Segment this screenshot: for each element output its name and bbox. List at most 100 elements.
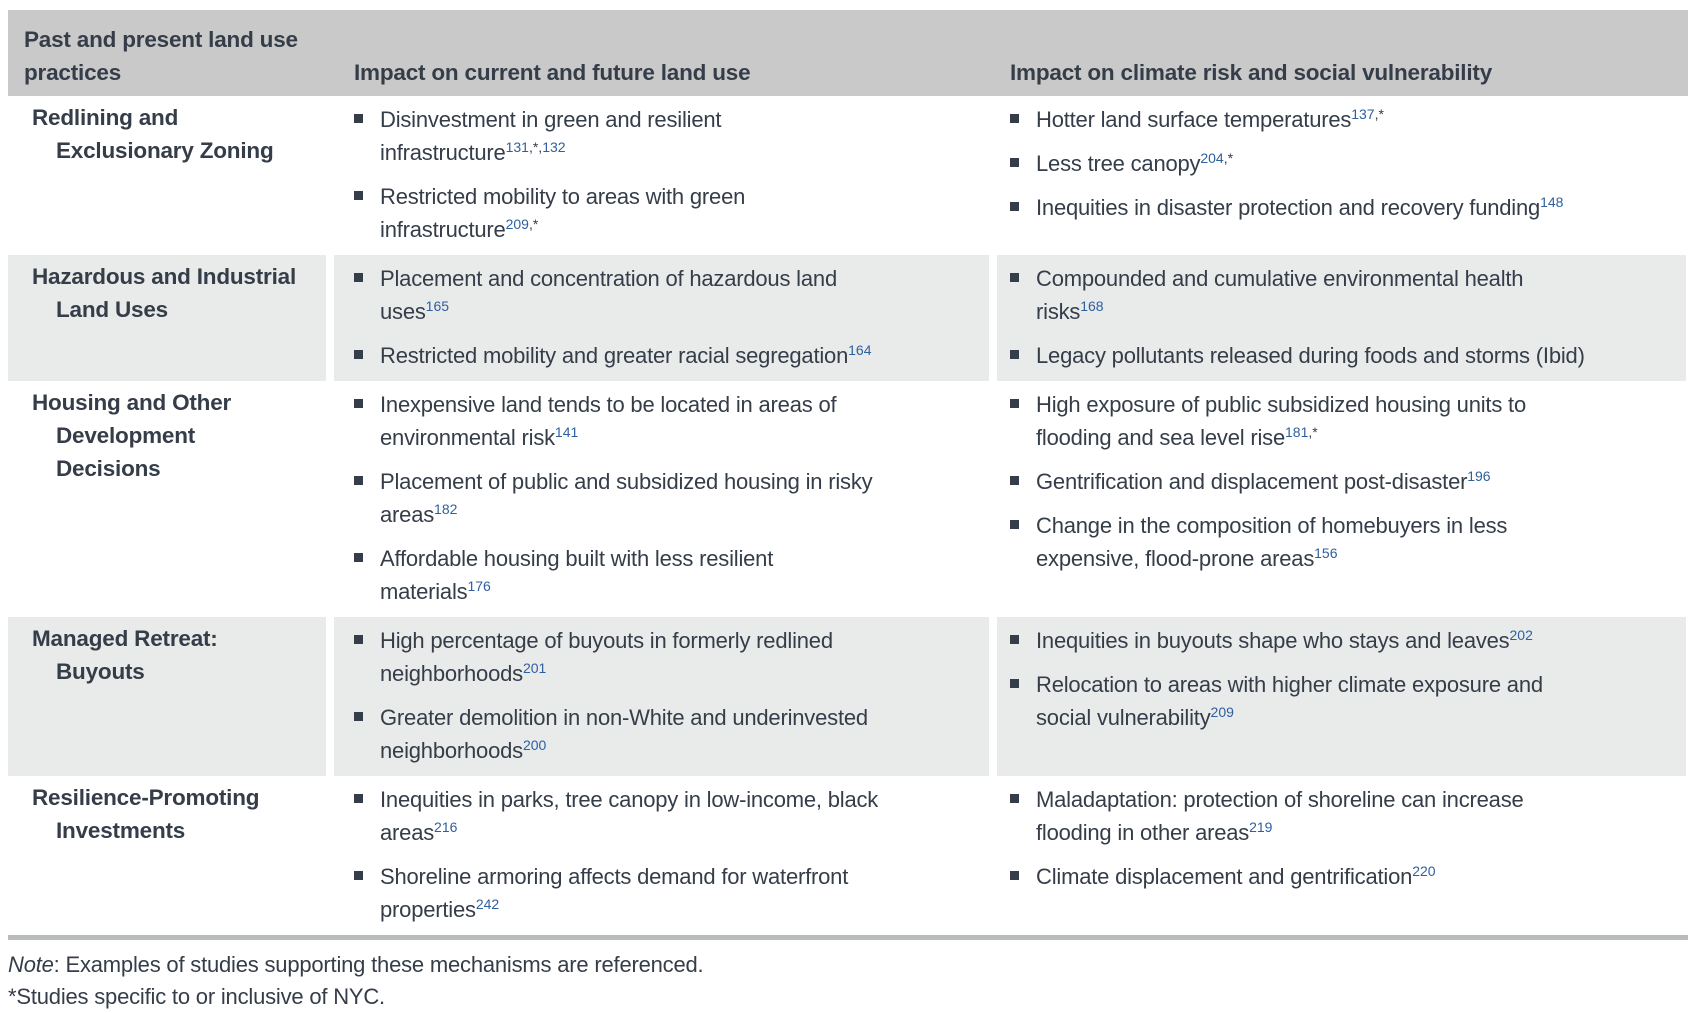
- column-gutter: [989, 381, 997, 617]
- column-gutter: [989, 255, 997, 381]
- citation-ref[interactable]: 141: [554, 424, 579, 440]
- citation-separator: ,*: [1374, 106, 1384, 122]
- impact-text-block: Restricted mobility and greater racial s…: [380, 339, 871, 375]
- impact-item: Greater demolition in non-White and unde…: [354, 701, 973, 770]
- impact-text-block: Disinvestment in green and resilient inf…: [380, 103, 722, 172]
- climate-impacts-cell: Hotter land surface temperatures137,* Les…: [997, 96, 1686, 255]
- climate-impacts-cell: Maladaptation: protection of shoreline c…: [997, 776, 1686, 935]
- impact-item: Less tree canopy204,*: [1010, 147, 1670, 183]
- land-use-impacts-cell: Placement and concentration of hazardous…: [334, 255, 989, 381]
- land-use-impacts-cell: High percentage of buyouts in formerly r…: [334, 617, 989, 776]
- citation-ref[interactable]: 201: [522, 660, 547, 676]
- bullet-square-icon: [354, 191, 363, 200]
- bullet-square-icon: [1010, 158, 1019, 167]
- citation-ref[interactable]: 219: [1249, 819, 1273, 835]
- column-gutter: [989, 96, 997, 255]
- citation-ref[interactable]: 202: [1509, 627, 1533, 643]
- impact-item: Hotter land surface temperatures137,*: [1010, 103, 1670, 139]
- impact-item: Inequities in disaster protection and re…: [1010, 191, 1670, 227]
- impact-item: Maladaptation: protection of shoreline c…: [1010, 783, 1670, 852]
- note-line: Note: Examples of studies supporting the…: [8, 949, 1688, 981]
- impact-text-block: Affordable housing built with less resil…: [380, 542, 773, 611]
- citation-ref[interactable]: 165: [425, 298, 450, 314]
- bullet-square-icon: [1010, 679, 1019, 688]
- impact-text-block: Shoreline armoring affects demand for wa…: [380, 860, 848, 929]
- impact-item: Placement of public and subsidized housi…: [354, 465, 973, 534]
- citation-ref[interactable]: 168: [1080, 298, 1104, 314]
- impact-text: Affordable housing built with less resil…: [380, 546, 774, 604]
- land-use-impacts-cell: Inequities in parks, tree canopy in low-…: [334, 776, 989, 935]
- header-climate-risk-impact: Impact on climate risk and social vulner…: [1010, 60, 1493, 85]
- impact-text-block: Climate displacement and gentrification2…: [1036, 860, 1436, 896]
- impact-text: Hotter land surface temperatures: [1036, 107, 1352, 132]
- table-body: Redlining and Exclusionary Zoning Disinve…: [8, 96, 1688, 935]
- citation-ref[interactable]: 204: [1200, 150, 1224, 166]
- impact-item: Inequities in parks, tree canopy in low-…: [354, 783, 973, 852]
- citation-ref[interactable]: 182: [434, 501, 458, 517]
- impact-item: Relocation to areas with higher climate …: [1010, 668, 1670, 737]
- citation-ref[interactable]: 242: [475, 896, 500, 912]
- citation-ref[interactable]: 164: [848, 342, 872, 358]
- impact-text-block: Inexpensive land tends to be located in …: [380, 388, 837, 457]
- citation-ref[interactable]: 181: [1285, 424, 1309, 440]
- table-row: Hazardous and Industrial Land Uses Placem…: [8, 255, 1688, 381]
- impact-text: Disinvestment in green and resilient inf…: [380, 107, 722, 165]
- citation-ref[interactable]: 156: [1314, 545, 1338, 561]
- bullet-square-icon: [354, 350, 363, 359]
- impact-text-block: Greater demolition in non-White and unde…: [380, 701, 868, 770]
- impact-text: Less tree canopy: [1036, 151, 1201, 176]
- impact-item: Restricted mobility to areas with green …: [354, 180, 973, 249]
- impact-item: Shoreline armoring affects demand for wa…: [354, 860, 973, 929]
- practice-label: Resilience-Promoting Investments: [32, 785, 260, 843]
- impact-text-block: Placement and concentration of hazardous…: [380, 262, 837, 331]
- impact-item: Restricted mobility and greater racial s…: [354, 339, 973, 375]
- bullet-square-icon: [1010, 114, 1019, 123]
- bullet-square-icon: [1010, 520, 1019, 529]
- citation-ref[interactable]: 216: [434, 819, 458, 835]
- practice-label: Managed Retreat: Buyouts: [32, 626, 218, 684]
- citation-ref[interactable]: 148: [1540, 194, 1564, 210]
- citation-ref[interactable]: 131: [505, 139, 529, 155]
- impact-text-block: Inequities in buyouts shape who stays an…: [1036, 624, 1533, 660]
- citation-ref[interactable]: 137: [1351, 106, 1375, 122]
- impact-text: High percentage of buyouts in formerly r…: [380, 628, 833, 686]
- column-gutter: [989, 617, 997, 776]
- impact-text: High exposure of public subsidized housi…: [1036, 392, 1526, 450]
- impact-text: Inexpensive land tends to be located in …: [380, 392, 837, 450]
- bullet-square-icon: [354, 399, 363, 408]
- bullet-square-icon: [354, 635, 363, 644]
- impact-text-block: Relocation to areas with higher climate …: [1036, 668, 1543, 737]
- climate-impacts-cell: Compounded and cumulative environmental …: [997, 255, 1686, 381]
- impact-text-block: High exposure of public subsidized housi…: [1036, 388, 1526, 457]
- citation-separator: ,*: [528, 216, 539, 232]
- impact-text-block: Placement of public and subsidized housi…: [380, 465, 873, 534]
- citation-ref[interactable]: 196: [1467, 468, 1491, 484]
- practice-label: Hazardous and Industrial Land Uses: [32, 264, 296, 322]
- bullet-square-icon: [1010, 871, 1019, 880]
- bullet-square-icon: [354, 273, 363, 282]
- column-gutter: [326, 776, 334, 935]
- impact-item: Inequities in buyouts shape who stays an…: [1010, 624, 1670, 660]
- impact-text-block: Hotter land surface temperatures137,*: [1036, 103, 1384, 139]
- practice-label: Housing and Other Development Decisions: [32, 390, 232, 481]
- climate-impacts-cell: Inequities in buyouts shape who stays an…: [997, 617, 1686, 776]
- impact-text: Change in the composition of homebuyers …: [1036, 513, 1508, 571]
- citation-ref[interactable]: 209: [505, 216, 529, 232]
- citation-ref[interactable]: 209: [1210, 704, 1234, 720]
- practice-cell: Managed Retreat: Buyouts: [8, 617, 326, 776]
- impact-item: High percentage of buyouts in formerly r…: [354, 624, 973, 693]
- practice-cell: Hazardous and Industrial Land Uses: [8, 255, 326, 381]
- note-text: : Examples of studies supporting these m…: [53, 952, 704, 977]
- impact-text-block: Compounded and cumulative environmental …: [1036, 262, 1524, 331]
- citation-ref[interactable]: 200: [522, 737, 547, 753]
- land-use-impacts-cell: Disinvestment in green and resilient inf…: [334, 96, 989, 255]
- bullet-square-icon: [354, 871, 363, 880]
- column-gutter: [326, 255, 334, 381]
- note-label: Note: [8, 952, 54, 977]
- climate-impacts-cell: High exposure of public subsidized housi…: [997, 381, 1686, 617]
- impact-item: Gentrification and displacement post-dis…: [1010, 465, 1670, 501]
- citation-ref[interactable]: 220: [1412, 863, 1436, 879]
- citation-ref[interactable]: 176: [467, 578, 491, 594]
- impact-text-block: Restricted mobility to areas with green …: [380, 180, 745, 249]
- citation-ref[interactable]: 132: [542, 139, 566, 155]
